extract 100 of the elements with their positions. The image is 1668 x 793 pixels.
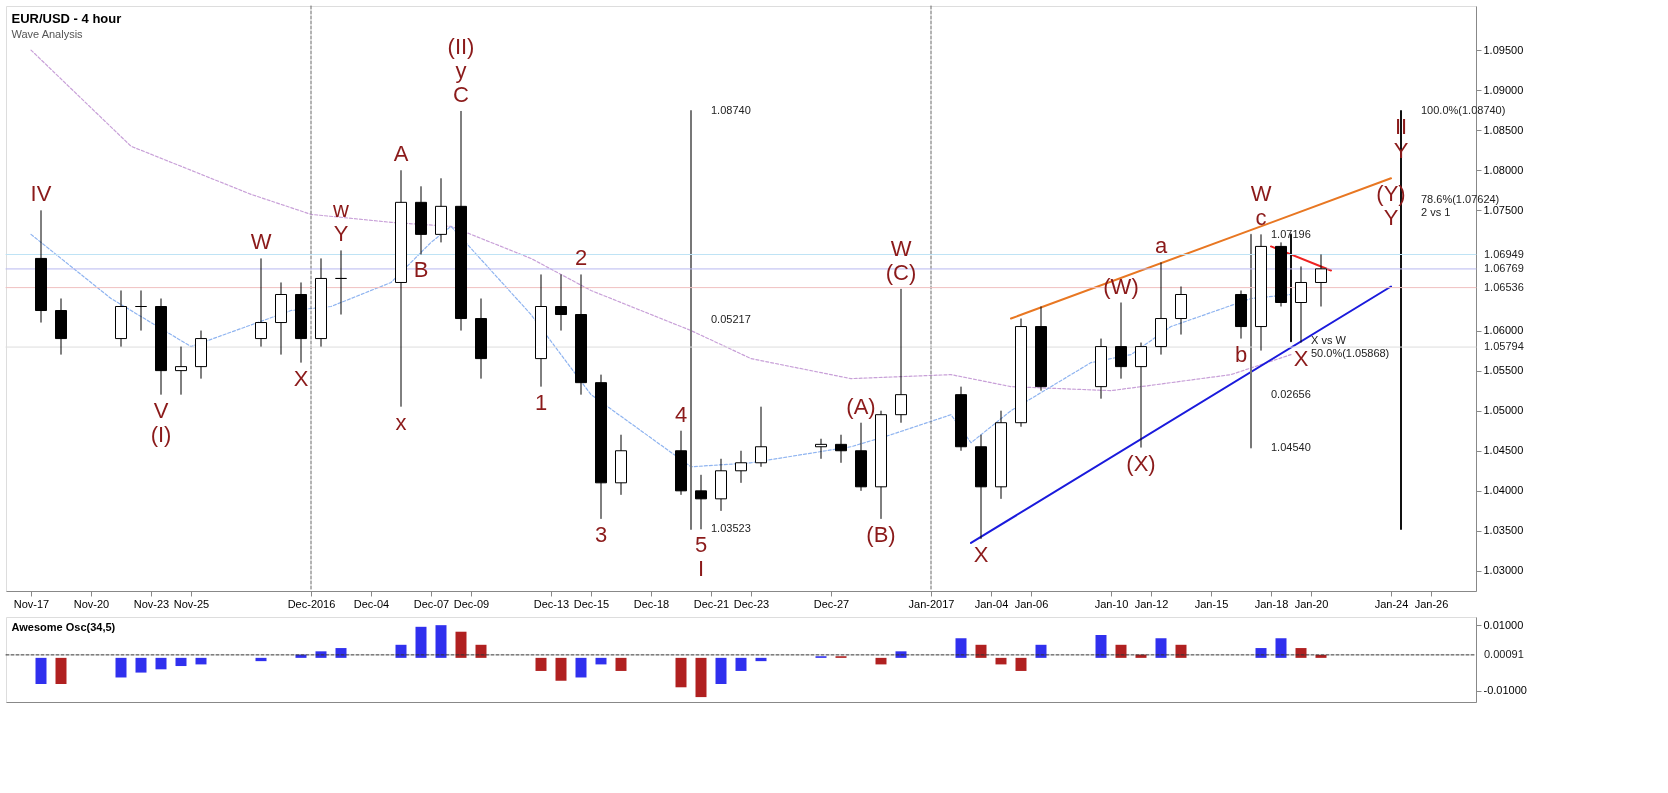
x-tick-label: Dec-21 [693, 597, 730, 610]
annotation: Y [1383, 205, 1399, 231]
annotation: V [153, 397, 169, 423]
candlestick [255, 257, 267, 348]
annotation: I [697, 556, 705, 582]
annotation: 3 [594, 521, 608, 547]
candlestick [735, 450, 747, 484]
annotation: 50.0%(1.05868) [1311, 347, 1390, 360]
candlestick [135, 289, 147, 332]
annotation: (II) [447, 33, 475, 59]
ref-line-label: 1.05794 [1484, 340, 1524, 353]
x-tick-label: Nov-17 [13, 597, 50, 610]
candlestick [695, 474, 707, 530]
annotation: c [1255, 205, 1267, 231]
annotation: B [413, 257, 429, 283]
candlestick [1135, 342, 1147, 449]
y-tick-label: 1.04500 [1483, 444, 1524, 457]
x-tick-label: Nov-23 [133, 597, 170, 610]
x-tick-label: Dec-23 [733, 597, 770, 610]
bar [595, 657, 607, 665]
bar [455, 631, 467, 658]
annotation: x [395, 409, 407, 435]
x-tick-label: Jan-06 [1014, 597, 1049, 610]
x-tick-label: Dec-2016 [287, 597, 336, 610]
candlestick [1115, 302, 1127, 380]
x-tick-label: Dec-09 [453, 597, 490, 610]
x-tick-label: Dec-18 [633, 597, 670, 610]
bar [115, 657, 127, 678]
y-tick-label: 1.09500 [1483, 43, 1524, 56]
candlestick [1295, 265, 1307, 344]
candlestick [1315, 253, 1327, 308]
candlestick [555, 273, 567, 332]
x-tick-label: Dec-13 [533, 597, 570, 610]
annotation: 5 [694, 532, 708, 558]
bar [575, 657, 587, 678]
bar [735, 657, 747, 671]
annotation: y [455, 57, 467, 83]
annotation: (A) [846, 393, 876, 419]
candlestick [755, 406, 767, 468]
y-tick-label: 1.08000 [1483, 163, 1524, 176]
bar [135, 657, 147, 673]
y-tick-label: 1.08500 [1483, 123, 1524, 136]
annotation: (C) [885, 259, 917, 285]
annotation: X vs W [1311, 334, 1347, 347]
chart-title: Awesome Osc(34,5) [11, 621, 116, 633]
x-tick-label: Jan-24 [1374, 597, 1409, 610]
bar [555, 657, 567, 681]
annotation: (I) [150, 421, 172, 447]
annotation: b [1234, 341, 1248, 367]
text: Wave Analysis [11, 27, 84, 40]
x-tick-label: Jan-10 [1094, 597, 1129, 610]
annotation: W [890, 235, 912, 261]
annotation: (B) [866, 521, 896, 547]
annotation: X [293, 365, 309, 391]
candlestick [815, 438, 827, 460]
x-tick-label: Nov-20 [73, 597, 110, 610]
x-tick-label: Dec-04 [353, 597, 390, 610]
bar [415, 626, 427, 658]
y-tick-label: 1.03500 [1483, 524, 1524, 537]
annotation: w [332, 197, 350, 223]
annotation: X [973, 541, 989, 567]
bar [1015, 657, 1027, 671]
y-tick-label: 1.03000 [1483, 564, 1524, 577]
bar [55, 657, 67, 685]
bar [755, 657, 767, 662]
x-tick-label: Jan-15 [1194, 597, 1229, 610]
y-tick-label: 1.09000 [1483, 83, 1524, 96]
y-tick-label: 1.04000 [1483, 484, 1524, 497]
x-tick-label: Jan-12 [1134, 597, 1169, 610]
annotation: 2 [574, 245, 588, 271]
annotation: (X) [1126, 450, 1156, 476]
x-tick-label: Dec-27 [813, 597, 850, 610]
bar [695, 657, 707, 698]
annotation: Y [333, 221, 349, 247]
bar [1095, 634, 1107, 658]
x-tick-label: Dec-07 [413, 597, 450, 610]
bar [35, 657, 47, 685]
candlestick [895, 288, 907, 424]
y-tick-label: 0.01000 [1483, 618, 1524, 631]
annotation: 1.03523 [711, 522, 751, 535]
annotation: 1.04540 [1271, 440, 1311, 453]
annotation: 1.07196 [1271, 227, 1311, 240]
annotation: X [1293, 345, 1309, 371]
bar [615, 657, 627, 671]
candlestick [835, 434, 847, 464]
x-tick-label: Nov-25 [173, 597, 210, 610]
annotation: 0.02656 [1271, 387, 1311, 400]
y-tick-label: -0.01000 [1483, 684, 1527, 697]
bar [1155, 638, 1167, 658]
x-tick-label: Dec-15 [573, 597, 610, 610]
x-tick-label: Jan-04 [974, 597, 1009, 610]
ref-line-label: 1.06536 [1484, 280, 1524, 293]
bar [155, 657, 167, 670]
annotation: W [250, 229, 272, 255]
bar [875, 657, 887, 665]
bar [535, 657, 547, 671]
annotation: (W) [1103, 273, 1139, 299]
bar [995, 657, 1007, 665]
annotation: 1.08740 [711, 103, 751, 116]
annotation: IV [30, 181, 52, 207]
